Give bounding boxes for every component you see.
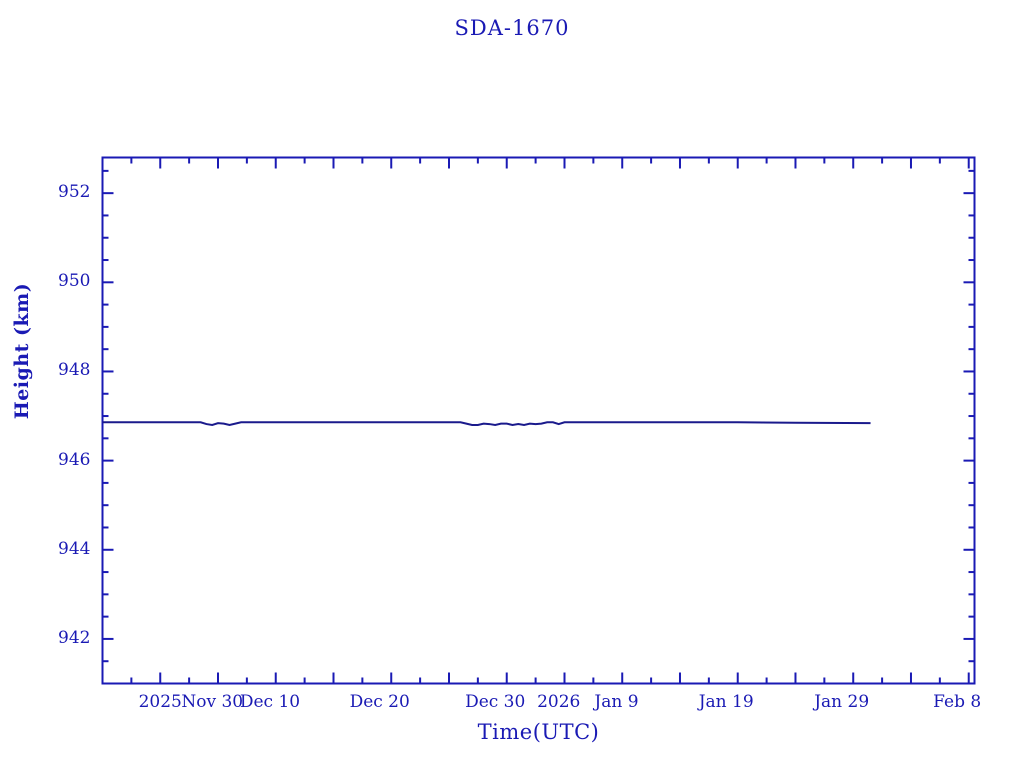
x-tick-label: Dec 10 [239,691,301,712]
x-tick-label: Dec 30 [465,691,526,712]
y-tick-label: 946 [58,449,91,470]
x-tick-label: Dec 20 [349,691,410,712]
x-tick-label: Jan 9 [594,691,639,712]
x-tick-label: 2025 [138,691,182,712]
x-axis-title: Time(UTC) [477,720,600,744]
y-tick-label: 952 [58,182,91,203]
x-tick-label: Nov 30 [181,691,244,712]
x-tick-label: 2026 [537,691,581,712]
data-series [102,421,871,426]
y-tick-label: 950 [58,271,91,292]
chart-title: SDA-1670 [454,16,570,40]
y-tick-label: 942 [58,627,91,648]
x-tick-label: Jan 29 [814,691,870,712]
axis-ticks [101,157,975,684]
x-tick-label: Jan 19 [698,691,754,712]
y-tick-label: 944 [58,538,91,559]
x-tick-label: Feb 8 [933,691,982,712]
plot-frame [101,156,976,685]
y-tick-label: 948 [58,360,91,381]
